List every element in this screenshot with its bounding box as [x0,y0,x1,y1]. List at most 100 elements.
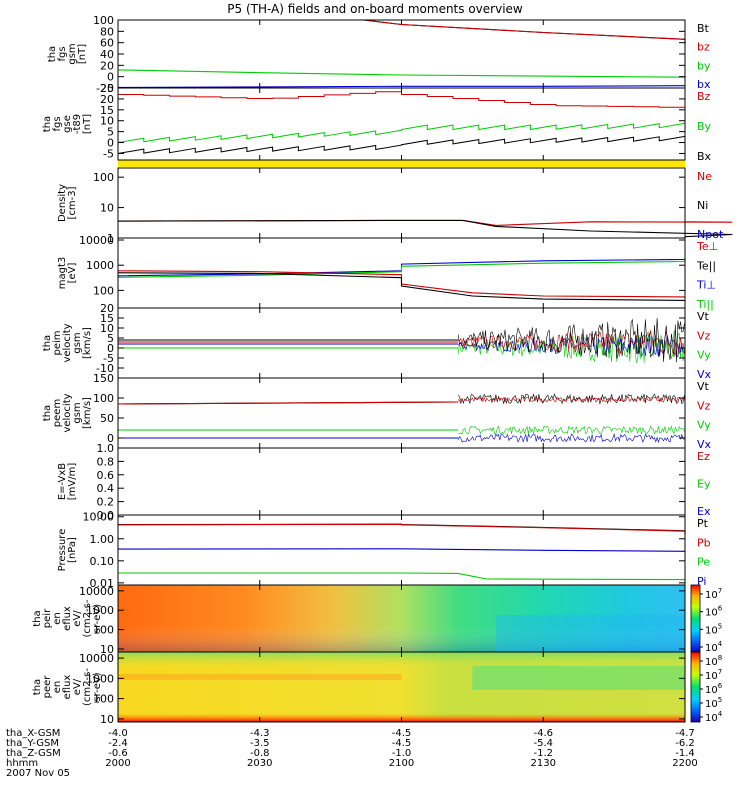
x-row-value: -0.8 [250,748,270,759]
legend-entry: Bz [697,90,711,103]
y-tick-label: 80 [100,25,114,38]
y-tick-label: 1.00 [90,533,115,546]
y-axis-label: velocity [62,323,73,362]
x-row-value: -4.5 [392,728,412,739]
y-axis-label: E=-VxB [57,463,68,500]
y-tick-label: 1000 [86,672,114,685]
legend-entry: Pe [697,556,710,569]
y-tick-label: 100 [93,693,114,706]
y-tick-label: 0.01 [90,577,115,590]
y-tick-label: 25 [100,82,114,95]
y-tick-label: -20 [96,82,114,95]
y-tick-label: 1 [107,232,114,245]
x-row-value: 2100 [389,758,414,769]
y-tick-label: 100 [93,14,114,27]
y-tick-label: 20 [100,59,114,72]
y-axis-label: tha [42,405,53,421]
y-axis-label: -t89 [72,114,83,134]
series-bz [363,19,686,45]
series-By [117,122,686,143]
y-axis-label: gsm [72,402,83,423]
legend-entry: Ti⊥ [696,279,716,292]
y-axis-label: [eV] [67,263,78,284]
legend-entry: Vy [697,349,711,362]
x-row-value: -0.6 [108,748,128,759]
data-layer [117,19,733,723]
legend-entry: Ex [697,505,711,518]
y-tick-label: 10 [100,713,114,726]
panel-p3 [117,219,733,238]
y-tick-label: 10.00 [83,511,115,524]
y-tick-label: 1000 [86,259,114,272]
spectrogram-electron-band [472,666,685,690]
y-axis-label: tha [42,335,53,351]
y-tick-label: -5 [103,352,114,365]
x-row-value: -1.2 [533,748,553,759]
y-axis-label: [km/s] [82,327,93,359]
background-layer [118,160,685,167]
panel-frame [117,307,686,379]
series-Pe [118,572,686,581]
y-tick-label: 100 [93,171,114,184]
y-axis-label: tha [32,679,43,695]
y-tick-label: 50 [100,412,114,425]
x-row-value: -3.5 [250,738,270,749]
series-Bx [117,135,686,154]
y-axis-label: (cm2-s- [82,668,93,706]
y-axis-label: peir [42,608,53,628]
spectrogram-electron-stripe [118,674,402,680]
series-noise [457,433,685,444]
y-axis-label: fgs [52,116,63,131]
y-tick-label: 20 [100,93,114,106]
x-row-value: -5.4 [533,738,553,749]
y-tick-label: 5 [107,126,114,139]
y-tick-label: 15 [100,312,114,325]
legend-entry: Vy [697,419,711,432]
status-bar [118,160,685,167]
panel-p1 [117,19,686,88]
y-tick-label: 10 [100,643,114,656]
x-row-value: -4.0 [108,728,128,739]
y-axis-label: tha [42,116,53,132]
y-tick-label: 10 [100,115,114,128]
y-tick-label: 60 [100,37,114,50]
page-title: P5 (TH-A) fields and on-board moments ov… [227,2,523,16]
y-axis-label: eV/ [72,678,83,695]
series-noise [457,318,685,363]
y-tick-label: 1000 [86,604,114,617]
text-layer: P5 (TH-A) fields and on-board moments ov… [6,2,724,779]
series-noise [458,425,685,435]
panel-p8 [117,523,686,581]
x-row-value: -1.4 [675,748,695,759]
y-axis-label: sr-eV) [92,604,103,633]
y-tick-label: 15 [100,104,114,117]
panel-frame [117,514,686,586]
legend-entry: Te⊥ [696,240,718,253]
colorbar-tick-label: 105 [705,696,722,710]
y-axis-label: peem [52,399,63,427]
series-by [117,69,686,79]
panel-p10 [118,651,701,723]
y-tick-label: 0 [107,137,114,150]
y-axis-label: velocity [62,393,73,432]
axes-layer [117,19,703,723]
y-axis-label: en [52,612,63,625]
y-axis-label: en [52,681,63,694]
y-tick-label: 10000 [79,652,114,665]
x-row-value: -4.5 [392,738,412,749]
panel-frame [117,167,686,239]
x-row-value: -1.0 [392,748,412,759]
legend-entry: Vz [697,329,711,342]
y-axis-label: peim [52,330,63,355]
y-tick-label: 10 [100,202,114,215]
x-row-label: tha_X-GSM [6,728,60,739]
series-noise [457,396,685,403]
y-axis-label: sr-eV) [92,672,103,701]
x-row-value: -4.6 [533,728,553,739]
legend-entry: Vt [697,380,710,393]
series-Pb [117,523,686,535]
y-axis-label: fgs [57,46,68,61]
y-tick-label: 100 [93,284,114,297]
legend-entry: Pb [697,536,711,549]
